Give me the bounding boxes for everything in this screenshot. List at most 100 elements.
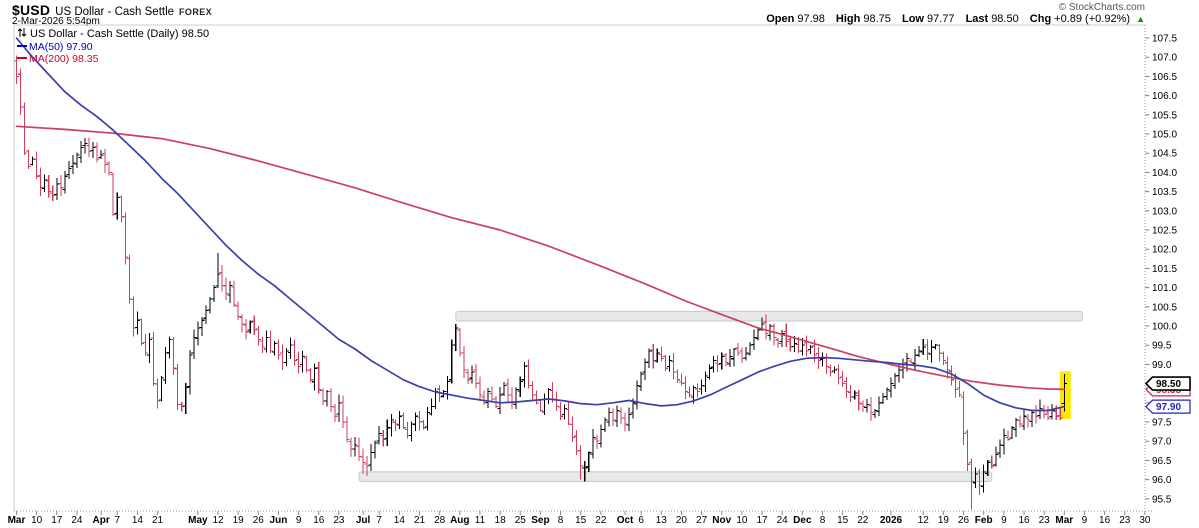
ohlc-bar: [158, 376, 165, 402]
ohlc-bar: [739, 347, 745, 364]
ohlc-bar: [614, 405, 620, 428]
chart-datetime: 2-Mar-2026 5:54pm: [12, 16, 100, 27]
price-tag: [1145, 399, 1191, 414]
ohlc-bar: [364, 456, 370, 476]
ohlc-bar: [70, 155, 76, 175]
y-axis-label: 101.5: [1152, 264, 1177, 275]
ohlc-bar: [279, 344, 286, 370]
legend-title-row: US Dollar - Cash Settle (Daily) 98.50: [17, 27, 209, 41]
ohlc-bar: [392, 419, 398, 431]
ohlc-bar: [453, 324, 459, 351]
ohlc-bar: [424, 407, 431, 431]
ohlc-bar: [46, 174, 52, 198]
ohlc-bar: [743, 347, 749, 361]
ohlc-bar: [420, 419, 427, 430]
y-axis-label: 104.5: [1152, 149, 1177, 160]
ohlc-bar: [94, 142, 100, 163]
ohlc-bar: [977, 468, 983, 495]
x-axis-label: 6: [638, 515, 644, 526]
legend-title: US Dollar - Cash Settle (Daily) 98.50: [30, 28, 210, 40]
ohlc-bar: [803, 335, 809, 357]
ohlc-bar: [247, 320, 253, 334]
ohlc-bar: [964, 429, 971, 472]
ohlc-bar: [823, 353, 830, 374]
ohlc-bar: [570, 416, 576, 442]
x-axis-label: 21: [152, 515, 164, 526]
instrument-name: US Dollar - Cash Settle: [55, 6, 175, 18]
y-axis-label: 102.0: [1152, 245, 1177, 256]
x-axis-label: Oct: [617, 515, 634, 526]
ohlc-bar: [469, 365, 475, 384]
price-tag-label: 97.90: [1156, 402, 1181, 413]
x-axis-label: 7: [376, 515, 382, 526]
x-axis-label: 9: [1082, 515, 1088, 526]
x-axis-label: 27: [696, 515, 708, 526]
ohlc-bar: [755, 327, 761, 341]
x-axis-label: 7: [114, 515, 120, 526]
ohlc-bar: [892, 373, 898, 389]
ohlc-bar: [42, 174, 48, 193]
ohlc-bar: [360, 448, 366, 474]
ohlc-bar: [840, 370, 846, 387]
ohlc-bar: [606, 407, 612, 427]
ohlc-bar: [936, 343, 942, 362]
ohlc-bar: [203, 305, 209, 325]
ohlc-bar: [666, 355, 672, 372]
ohlc-bar: [477, 376, 483, 401]
x-axis-label: 10: [31, 515, 43, 526]
ohlc-bar: [497, 387, 503, 414]
ohlc-bar: [1049, 403, 1055, 420]
ohlc-bar: [376, 426, 382, 445]
x-axis-label: 24: [777, 515, 789, 526]
legend-ma50-row: MA(50) 97.90: [17, 42, 209, 53]
ohlc-bar: [586, 451, 592, 472]
ohlc-bar: [719, 352, 725, 370]
x-axis-label: 15: [575, 515, 587, 526]
x-axis-label: Feb: [975, 515, 993, 526]
ohlc-bar: [300, 350, 306, 373]
ohlc-bar: [38, 167, 44, 197]
ohlc-bar: [610, 408, 616, 426]
resistance-zone: [455, 310, 1083, 322]
ohlc-bar: [287, 337, 294, 359]
y-axis-label: 96.5: [1152, 456, 1172, 467]
ohlc-bar: [715, 354, 721, 373]
ohlc-bar: [831, 366, 838, 374]
ohlc-bar: [308, 368, 314, 383]
ohlc-bar: [235, 301, 241, 320]
x-axis-label: 23: [333, 515, 345, 526]
x-axis-label: Sep: [531, 515, 549, 526]
ohlc-bar: [541, 393, 548, 416]
ohlc-bar: [694, 383, 701, 398]
ohlc-bar: [122, 212, 128, 265]
ohlc-bar: [517, 376, 523, 398]
ohlc-bar: [997, 439, 1003, 459]
ohlc-bar: [82, 138, 88, 154]
x-axis-label: 16: [1099, 515, 1111, 526]
ohlc-bar: [324, 390, 330, 407]
ohlc-bar: [461, 346, 467, 378]
x-axis-label: Aug: [450, 515, 469, 526]
x-axis-label: 25: [515, 515, 527, 526]
ma200-legend: MA(200) 98.35: [29, 53, 99, 65]
x-axis-label: 17: [51, 515, 63, 526]
ohlc-bar: [553, 391, 560, 412]
ohlc-bar: [243, 319, 249, 340]
ohlc-bar: [1061, 374, 1067, 412]
ohlc-bar: [191, 329, 197, 359]
x-axis-label: 28: [434, 515, 446, 526]
ohlc-bar: [416, 410, 423, 431]
x-axis-label: 11: [475, 515, 486, 526]
last-label: Last: [965, 13, 989, 25]
ohlc-bar: [908, 358, 914, 364]
x-axis-label: 26: [958, 515, 970, 526]
y-axis-label: 99.0: [1152, 360, 1172, 371]
ohlc-bar: [654, 348, 660, 363]
ohlc-bar: [956, 380, 963, 398]
ohlc-bar: [699, 379, 705, 395]
ohlc-bar: [856, 389, 862, 411]
ohlc-bar: [328, 387, 334, 412]
x-axis-label: 17: [756, 515, 768, 526]
chart-header: $USD US Dollar - Cash Settle FOREX: [12, 2, 212, 20]
